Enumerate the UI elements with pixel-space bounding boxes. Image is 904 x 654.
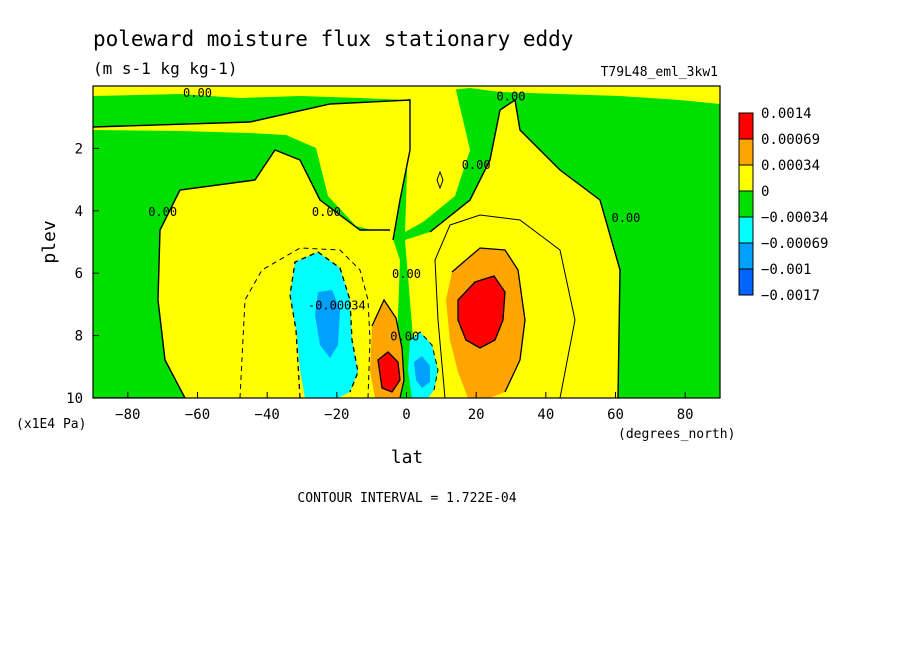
y-axis: 2 4 6 8 10 xyxy=(66,141,99,407)
contour-north-zero xyxy=(429,98,621,398)
contour-negative-dashed-1 xyxy=(239,247,371,398)
contour-positive-1 xyxy=(434,214,576,398)
legend-label: 0.00069 xyxy=(761,132,820,148)
legend-swatch xyxy=(738,216,754,244)
contour-field: 0.00 0.00 0.00 0.00 0.00 0.00 0.00 -0.00034 0.00 xyxy=(93,86,720,398)
contour-diamond xyxy=(436,170,444,190)
contour-label: 0.00 xyxy=(497,89,526,103)
contour-lines xyxy=(93,98,621,398)
legend: 0.0014 0.00069 0.00034 0 −0.00034 −0.00069 −0.… xyxy=(738,106,828,304)
legend-label: −0.0017 xyxy=(761,288,820,304)
field-top-band-2 xyxy=(93,100,410,240)
legend-label: 0.0014 xyxy=(761,106,812,122)
contour-label: 0.00 xyxy=(611,211,640,225)
field-south-positive-max xyxy=(378,352,400,392)
legend-swatch xyxy=(738,112,754,140)
x-tick-label: 60 xyxy=(607,407,624,423)
x-tick-label: 0 xyxy=(402,407,410,423)
contour-positive-3 xyxy=(457,275,506,349)
chart-title: poleward moisture flux stationary eddy xyxy=(93,27,573,51)
contour-interval: CONTOUR INTERVAL = 1.722E-04 xyxy=(297,491,516,506)
x-axis: −80 −60 −40 −20 0 20 40 60 80 xyxy=(115,392,694,423)
field-north-positive-max xyxy=(458,276,505,348)
x-tick-label: −80 xyxy=(115,407,140,423)
legend-swatch xyxy=(738,138,754,166)
x-tick-label: 80 xyxy=(677,407,694,423)
x-tick-label: 40 xyxy=(537,407,554,423)
y-axis-units: (x1E4 Pa) xyxy=(16,417,86,432)
contour-label: -0.00034 xyxy=(308,298,366,312)
legend-label: 0 xyxy=(761,184,769,200)
x-axis-units: (degrees_north) xyxy=(618,427,735,442)
run-label: T79L48_eml_3kw1 xyxy=(601,65,718,80)
legend-label: −0.00069 xyxy=(761,236,828,252)
x-tick-label: −20 xyxy=(324,407,349,423)
contour-positive-4 xyxy=(371,298,405,398)
contour-negative-dashed-3 xyxy=(409,331,439,391)
contour-label: 0.00 xyxy=(312,205,341,219)
y-tick-label: 8 xyxy=(75,329,83,345)
x-tick-label: 20 xyxy=(468,407,485,423)
y-tick-label: 10 xyxy=(66,391,83,407)
field-top-band xyxy=(93,86,720,104)
y-axis-label: plev xyxy=(39,220,60,263)
chart-units: (m s-1 kg kg-1) xyxy=(93,59,238,78)
y-tick-label: 6 xyxy=(75,266,83,282)
contour-negative-dashed-2 xyxy=(289,251,359,398)
contour-label: 0.00 xyxy=(183,86,212,100)
contour-label: 0.00 xyxy=(462,158,491,172)
legend-label: 0.00034 xyxy=(761,158,820,174)
x-tick-label: −60 xyxy=(185,407,210,423)
legend-swatch xyxy=(738,190,754,218)
y-tick-label: 4 xyxy=(75,204,83,220)
contour-positive-5 xyxy=(377,351,401,393)
legend-swatch xyxy=(738,164,754,192)
contour-label: 0.00 xyxy=(392,267,421,281)
x-axis-label: lat xyxy=(391,447,424,468)
legend-label: −0.00034 xyxy=(761,210,828,226)
contour-label: 0.00 xyxy=(148,205,177,219)
field-north-negative-core xyxy=(414,356,430,388)
legend-label: −0.001 xyxy=(761,262,812,278)
contour-label: 0.00 xyxy=(390,330,419,344)
contour-labels: 0.00 0.00 0.00 0.00 0.00 0.00 0.00 -0.00034 0.00 xyxy=(148,86,640,343)
y-tick-label: 2 xyxy=(75,141,83,157)
contour-top-zero xyxy=(93,99,411,241)
contour-positive-2 xyxy=(451,247,526,393)
field-south-negative-core xyxy=(315,290,340,358)
x-tick-label: −40 xyxy=(255,407,280,423)
legend-swatch xyxy=(738,268,754,296)
legend-swatch xyxy=(738,242,754,270)
contour-south-zero xyxy=(93,149,390,398)
